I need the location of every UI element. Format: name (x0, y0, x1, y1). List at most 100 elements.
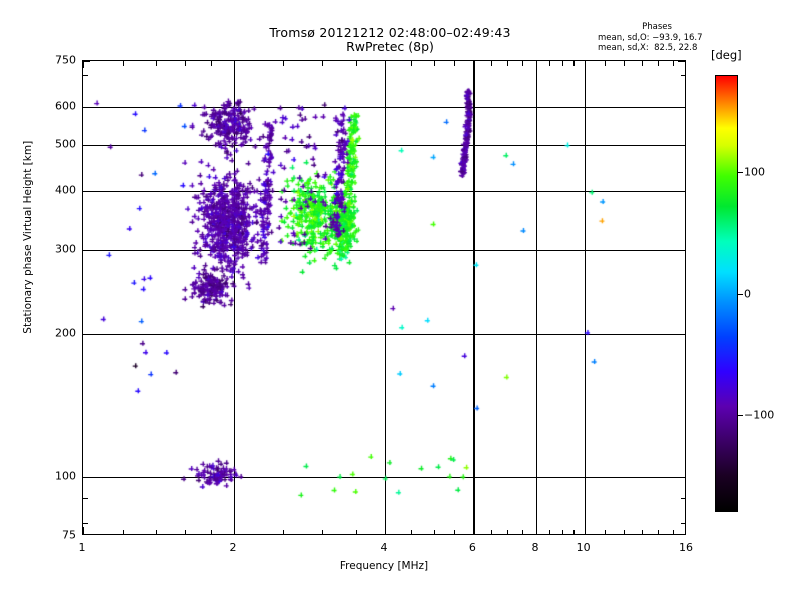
x-tick (185, 529, 187, 534)
colorbar-tick-label: 0 (744, 287, 751, 300)
x-tick (573, 529, 575, 534)
x-tick (156, 529, 158, 534)
x-tick-top (385, 61, 387, 68)
x-tick-top (454, 61, 456, 66)
scatter-data-points (83, 61, 685, 534)
x-tick-top (521, 61, 524, 66)
x-tick (605, 529, 607, 534)
x-tick (83, 527, 85, 534)
colorbar-gradient (715, 75, 738, 512)
y-tick (83, 190, 90, 192)
colorbar-tick-mark (738, 414, 743, 417)
phase-stats-heading: Phases (642, 22, 672, 32)
x-tick-top (657, 61, 659, 66)
x-tick (549, 529, 551, 534)
colorbar-unit-label: [deg] (711, 48, 742, 62)
phase-stats-o-mode: mean, sd,O: −93.9, 16.7 (598, 32, 703, 43)
colorbar-tick-mark (738, 172, 743, 174)
x-tick (561, 529, 563, 534)
x-tick-top (641, 61, 643, 66)
x-tick (657, 529, 659, 534)
x-tick (672, 529, 675, 534)
y-tick (83, 107, 90, 109)
x-axis-title: Frequency [MHz] (339, 560, 429, 572)
y-tick (83, 250, 90, 252)
x-tick (584, 527, 586, 534)
x-tick-top (573, 61, 575, 66)
colorbar-tick-label: 100 (744, 165, 765, 179)
x-tick-top (156, 61, 158, 66)
x-tick-label: 16 (679, 541, 693, 554)
y-tick-right (680, 498, 685, 500)
colorbar-tick-mark (738, 293, 743, 295)
x-tick (624, 529, 626, 534)
x-tick-top (234, 61, 236, 68)
x-tick-label: 2 (229, 541, 237, 554)
y-tick (83, 522, 88, 524)
y-tick-right (678, 144, 685, 146)
x-tick-top (561, 61, 563, 66)
y-tick-label: 300 (55, 242, 76, 256)
x-tick-top (605, 61, 607, 66)
x-tick-top (549, 61, 551, 66)
x-tick-label: 4 (380, 541, 388, 554)
phase-stats-box: Phases mean, sd,O: −93.9, 16.7 mean, sd,… (598, 22, 778, 54)
figure-title-line-2: RwPretec (8p) (346, 39, 434, 54)
x-tick (234, 527, 236, 534)
y-tick-right (678, 61, 685, 63)
x-tick-top (584, 61, 586, 68)
x-tick-top (322, 61, 324, 66)
x-tick-top (355, 61, 357, 66)
x-tick-label: 8 (531, 541, 539, 554)
x-tick (410, 529, 412, 534)
y-tick-label: 500 (55, 137, 76, 151)
y-tick-label: 600 (55, 99, 76, 113)
x-tick (322, 529, 324, 534)
x-tick-top (410, 61, 412, 66)
x-tick (385, 527, 387, 534)
x-tick (506, 529, 508, 534)
x-tick-top (536, 61, 538, 68)
y-axis-title: Stationary phase Virtual Height [km] (21, 140, 34, 334)
y-tick-label: 400 (55, 183, 76, 197)
x-tick (521, 529, 524, 534)
colorbar-tick-label: −100 (744, 408, 775, 422)
x-tick-top (211, 61, 213, 66)
y-tick-label: 750 (55, 53, 76, 67)
x-tick-top (473, 61, 475, 68)
x-tick-top (282, 61, 284, 66)
x-tick-top (490, 61, 492, 66)
x-tick-top (83, 61, 85, 68)
x-tick (433, 529, 435, 534)
x-tick (282, 529, 284, 534)
y-tick-right (678, 107, 685, 109)
y-tick-right (680, 75, 685, 77)
y-tick (83, 75, 88, 77)
y-tick-right (680, 522, 685, 524)
x-tick (122, 529, 124, 534)
y-tick (83, 498, 88, 500)
x-tick-top (433, 61, 435, 66)
y-tick-right (678, 250, 685, 252)
x-tick-label: 6 (468, 541, 476, 554)
y-tick-label: 75 (62, 528, 76, 542)
y-tick-label: 100 (55, 469, 76, 483)
axis-tick-marks (83, 61, 685, 534)
x-tick-top (672, 61, 675, 66)
x-tick (536, 527, 538, 534)
y-tick-right (678, 333, 685, 335)
x-tick (490, 529, 492, 534)
colorbar (715, 75, 738, 512)
x-tick-label: 10 (576, 541, 591, 554)
x-tick (454, 529, 456, 534)
y-tick-right (678, 190, 685, 192)
x-tick (473, 527, 475, 534)
x-tick-top (624, 61, 626, 66)
x-tick (641, 529, 643, 534)
x-tick-top (185, 61, 187, 66)
y-tick (83, 476, 90, 478)
x-tick (211, 529, 213, 534)
plot-area (82, 60, 686, 535)
figure-title-line-1: Tromsø 20121212 02:48:00–02:49:43 (269, 25, 511, 40)
